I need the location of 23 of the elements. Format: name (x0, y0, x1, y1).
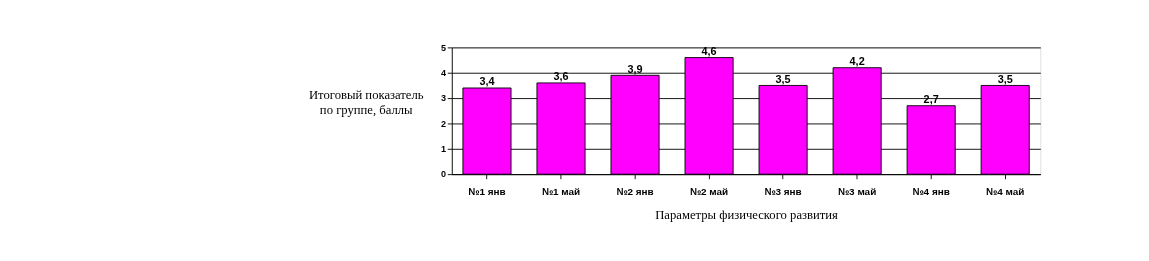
x-tick-label: №4 май (986, 185, 1025, 197)
y-tick-label: 5 (440, 42, 446, 53)
data-label: 4,6 (701, 44, 717, 57)
y-tick-label: 4 (440, 67, 446, 78)
data-label: 3,6 (553, 70, 569, 83)
data-label: 3,5 (775, 72, 791, 85)
x-tick-label: №3 янв (764, 185, 802, 197)
y-axis-title: Итоговый показатель по группе, баллы (308, 88, 424, 117)
x-tick-label: №4 янв (912, 185, 950, 197)
data-label: 3,9 (627, 62, 643, 75)
y-tick-label: 0 (440, 169, 446, 180)
x-tick-label: №3 май (838, 185, 877, 197)
x-tick-label: №1 май (541, 185, 581, 197)
y-tick-label: 3 (440, 93, 446, 104)
data-label: 4,2 (849, 54, 865, 67)
y-tick-label: 1 (440, 144, 446, 154)
x-axis-title: Параметры физического развития (655, 208, 839, 222)
data-label: 3,4 (479, 75, 495, 88)
data-label: 3,5 (997, 72, 1013, 85)
x-tick-label: №2 янв (616, 185, 654, 197)
x-tick-label: №1 янв (468, 185, 506, 197)
y-tick-label: 2 (440, 118, 446, 129)
x-tick-label: №2 май (689, 185, 729, 197)
